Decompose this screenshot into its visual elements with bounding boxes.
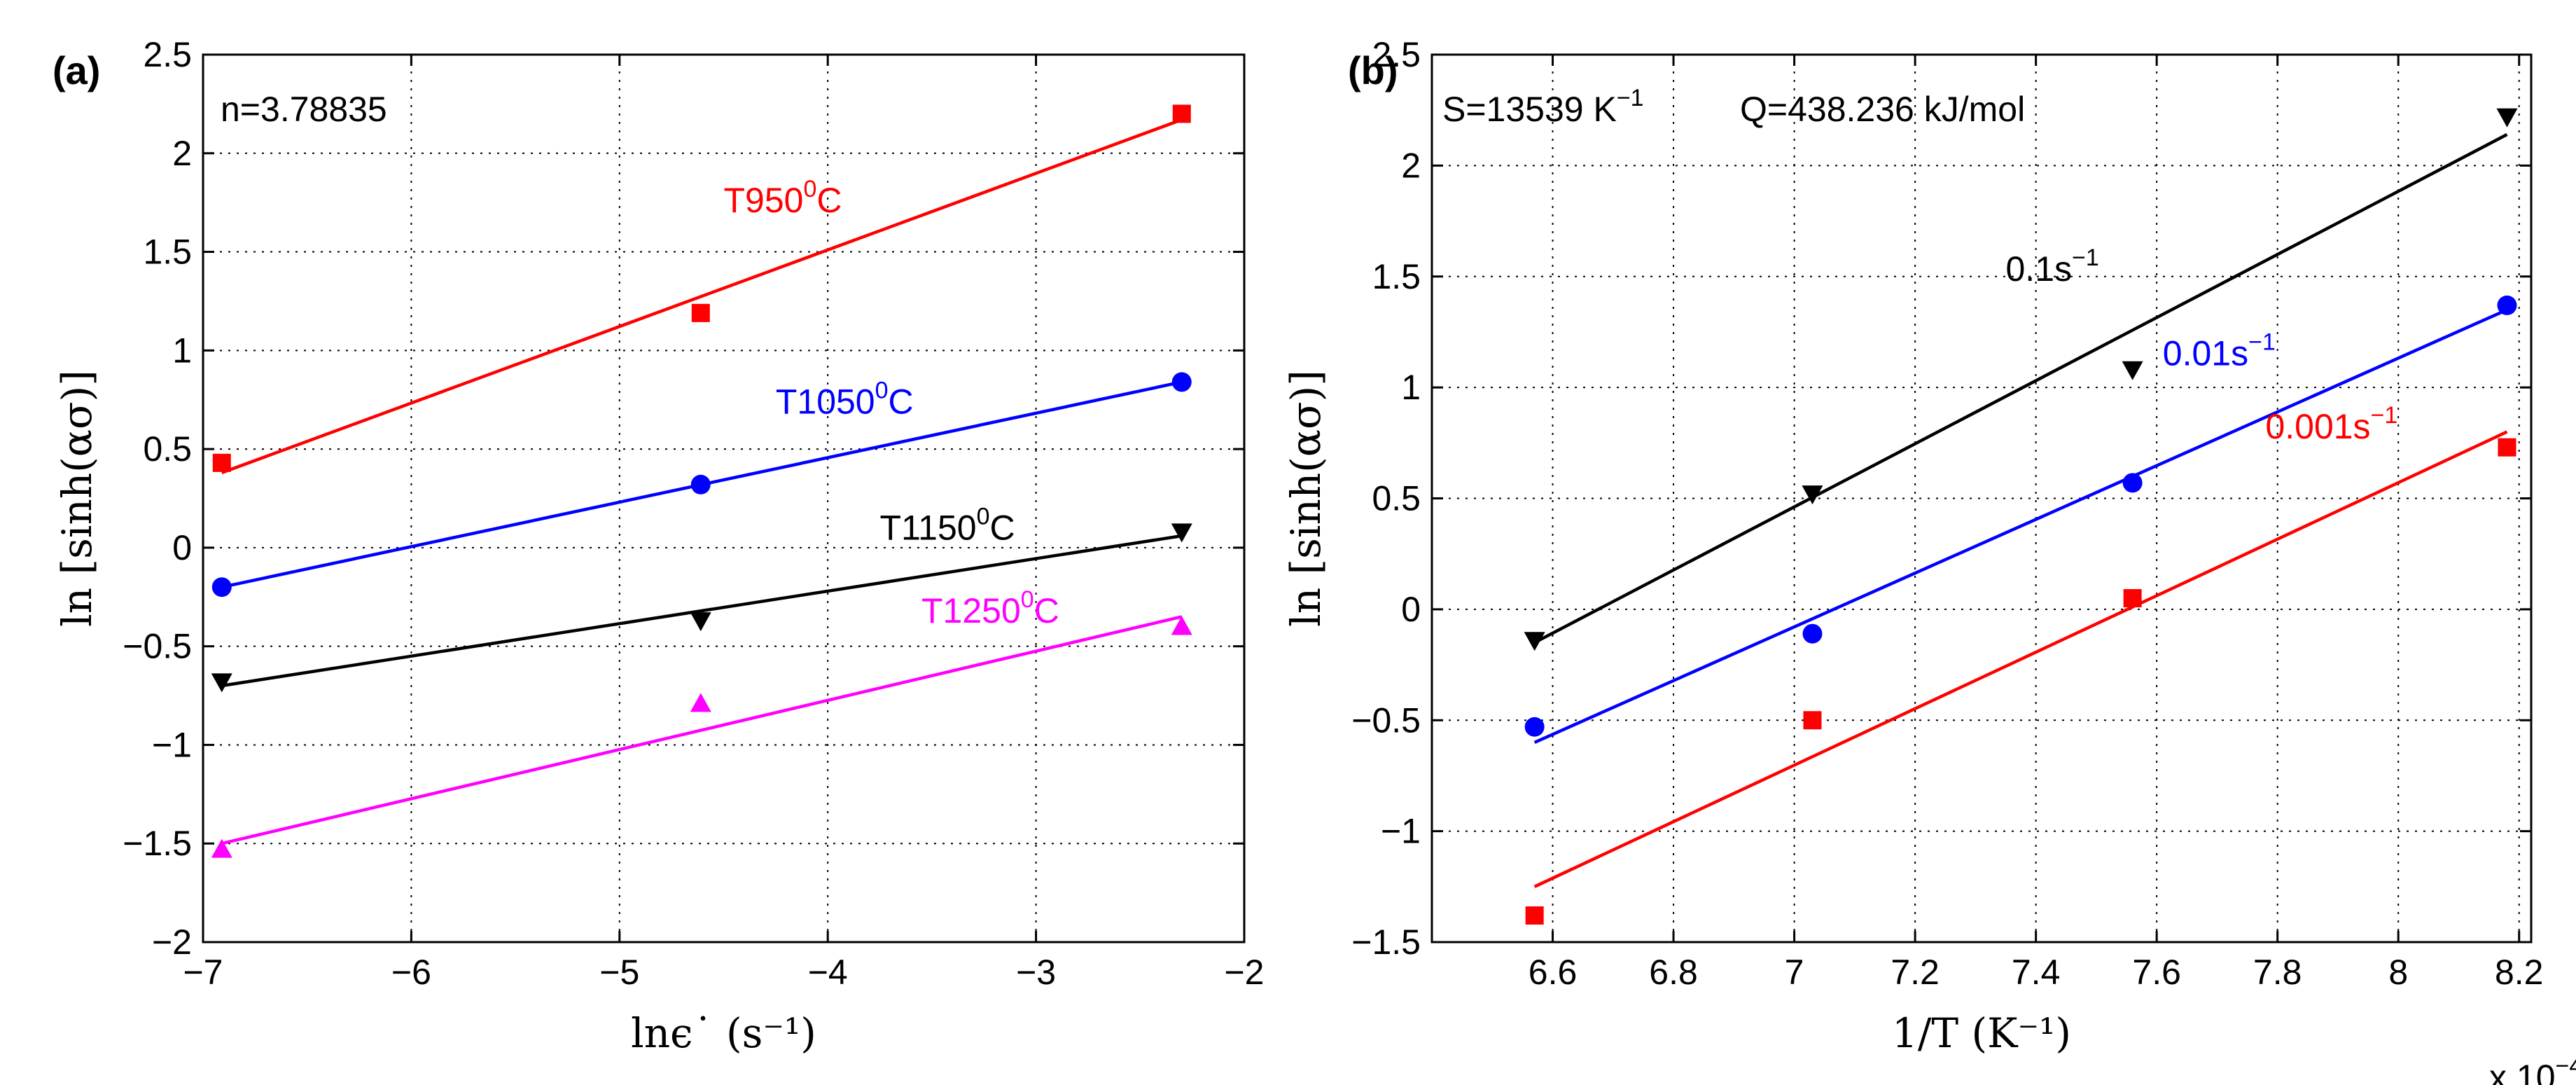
data-point [2122, 361, 2143, 380]
series-label: 0.1s−1 [2006, 244, 2099, 289]
series-label: T12500C [921, 586, 1059, 630]
data-point [211, 838, 232, 858]
series-2: T10500C [211, 372, 1192, 597]
y-tick-label: −1 [1381, 812, 1421, 851]
x-tick-label: −5 [599, 953, 639, 992]
data-point [2496, 108, 2518, 127]
x-axis-label: 1/T (K⁻¹) [1892, 1009, 2071, 1057]
annotation-n: n=3.78835 [221, 90, 387, 129]
series-label: T11500C [880, 504, 1015, 548]
data-point [2498, 438, 2516, 457]
y-tick-label: −1.5 [1351, 922, 1421, 962]
data-point [2497, 295, 2517, 315]
y-tick-label: 1.5 [143, 233, 192, 272]
y-tick-label: 0.5 [143, 429, 192, 469]
panel-label: (b) [1348, 48, 1398, 92]
x-tick-label: 7.4 [2012, 953, 2061, 992]
x-tick-label: −4 [808, 953, 848, 992]
fit-line [221, 118, 1183, 475]
y-tick-label: −1 [152, 725, 192, 764]
data-point [1171, 523, 1192, 543]
annotation-q: Q=438.236 kJ/mol [1740, 90, 2025, 129]
data-point [691, 303, 710, 322]
data-point [211, 673, 232, 693]
data-point [212, 453, 231, 472]
annotation-s: S=13539 K−1 [1442, 85, 1644, 129]
fit-line [1533, 308, 2508, 744]
x-tick-label: 6.6 [1529, 953, 1578, 992]
series-3: 0.001s−1 [1525, 402, 2516, 925]
data-point [1172, 104, 1191, 123]
y-axis-label: ln [sinh(ασ)] [53, 370, 101, 627]
x-tick-label: 8.2 [2495, 953, 2544, 992]
series-1: 0.1s−1 [1524, 108, 2518, 651]
y-tick-label: 1.5 [1372, 257, 1421, 296]
data-point [1524, 632, 1545, 651]
data-point [1803, 711, 1822, 730]
x-tick-label: 7.6 [2132, 953, 2181, 992]
series-3: T11500C [211, 504, 1192, 693]
fit-line [1533, 133, 2508, 644]
y-tick-label: 1 [1401, 368, 1421, 407]
series-label: 0.001s−1 [2265, 402, 2397, 446]
x-tick-label: 7.8 [2253, 953, 2302, 992]
fit-line [1533, 430, 2508, 888]
x-tick-label: −3 [1016, 953, 1056, 992]
x-tick-label: −6 [391, 953, 431, 992]
series-label: T9500C [724, 176, 842, 220]
data-point [690, 474, 711, 495]
data-point [1524, 717, 1545, 737]
series-label: 0.01s−1 [2163, 329, 2276, 373]
x-tick-label: 6.8 [1649, 953, 1698, 992]
series-1: T9500C [212, 104, 1191, 475]
plot-area [203, 55, 1244, 942]
data-point [690, 693, 711, 712]
y-tick-label: −1.5 [123, 824, 192, 863]
x-tick-label: 7.2 [1891, 953, 1940, 992]
series-4: T12500C [211, 586, 1192, 858]
axes-frame [202, 53, 1246, 944]
panel-b-chart: 6.6 6.8 7 7.2 7.4 7.6 7.8 8 8.2 −1.5 −1 −0.5 0 0.5 1 1.… [1282, 35, 2576, 1085]
data-point [1171, 616, 1192, 635]
data-point [1802, 623, 1823, 644]
data-point [1802, 485, 1823, 505]
y-tick-label: 2.5 [143, 35, 192, 74]
y-tick-label: −0.5 [1351, 700, 1421, 740]
y-tick-label: 0 [1401, 590, 1421, 629]
data-point [2122, 473, 2143, 493]
y-tick-label: 2 [1401, 146, 1421, 185]
x-tick-label: −2 [1224, 953, 1264, 992]
data-point [2123, 589, 2142, 608]
x-axis-label: lnϵ˙ (s⁻¹) [631, 1009, 816, 1057]
series-label: T10500C [776, 377, 914, 421]
y-tick-label: 0.5 [1372, 479, 1421, 518]
y-tick-label: −0.5 [123, 627, 192, 666]
series-2: 0.01s−1 [1524, 295, 2517, 744]
x-tick-label: 7 [1785, 953, 1804, 992]
fit-line [221, 615, 1183, 845]
fit-line [221, 534, 1183, 688]
y-axis-label: ln [sinh(ασ)] [1282, 370, 1330, 627]
data-point [1525, 906, 1544, 925]
x-tick-label: 8 [2388, 953, 2408, 992]
panel-a-chart: −7 −6 −5 −4 −3 −2 −2 −1.5 −1 −0.5 0 0.5 1 1.5 2 2.5 lnϵ˙… [53, 35, 1265, 1057]
y-tick-label: 1 [172, 331, 192, 370]
x-tick-label: −7 [183, 953, 223, 992]
data-point [211, 577, 232, 597]
y-tick-label: −2 [152, 922, 192, 962]
data-point [1171, 372, 1192, 392]
y-tick-label: 2.5 [1372, 35, 1421, 74]
y-tick-label: 0 [172, 528, 192, 567]
data-point [690, 612, 711, 632]
panel-label: (a) [53, 48, 100, 92]
x-axis-multiplier: x 10−4 [2489, 1053, 2576, 1085]
y-tick-label: 2 [172, 134, 192, 173]
